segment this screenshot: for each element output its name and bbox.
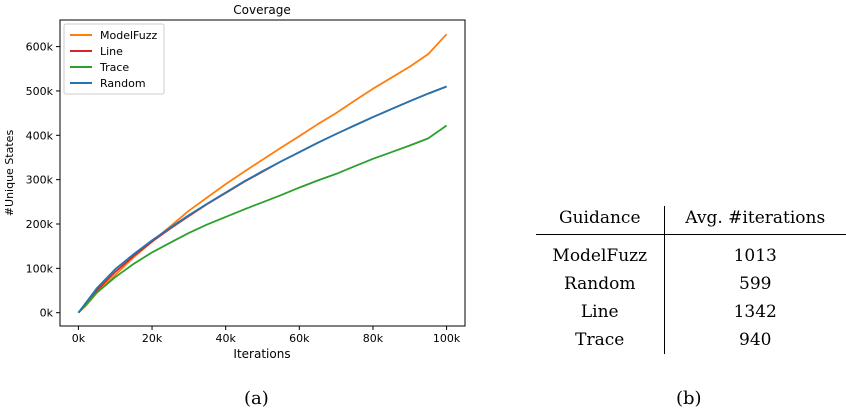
table-cell-guidance: ModelFuzz — [536, 234, 665, 270]
caption-a: (a) — [244, 388, 269, 409]
y-tick-label: 500k — [26, 85, 54, 98]
chart-title: Coverage — [233, 3, 291, 17]
table-cell-iterations: 940 — [739, 330, 772, 350]
table-cell-iterations: 1013 — [733, 246, 777, 266]
y-tick-label: 400k — [26, 129, 54, 142]
table-cell-guidance: Line — [536, 298, 665, 326]
table-cell-guidance: Random — [536, 270, 665, 298]
y-axis: 0k 100k 200k 300k 400k 500k 600k — [26, 41, 60, 320]
series-line-random — [77, 85, 447, 314]
legend-label-modelfuzz: ModelFuzz — [100, 29, 157, 42]
x-tick-label: 40k — [215, 332, 236, 345]
plot-frame — [59, 19, 466, 327]
x-tick-label: 60k — [289, 332, 310, 345]
legend-label-random: Random — [100, 77, 146, 90]
series-line-line — [77, 85, 447, 314]
y-tick-label: 600k — [26, 41, 54, 54]
legend-box — [63, 23, 165, 95]
table-header-row: Guidance Avg. #iterations — [536, 206, 846, 235]
table-cell-guidance: Trace — [536, 326, 665, 354]
y-axis-label: #Unique States — [3, 130, 16, 217]
table-row: ModelFuzz 1013 — [536, 234, 846, 270]
series-line-modelfuzz — [77, 33, 448, 314]
x-tick-label: 0k — [72, 332, 86, 345]
legend-label-line: Line — [100, 45, 123, 58]
y-tick-label: 300k — [26, 174, 54, 187]
caption-b: (b) — [676, 388, 702, 409]
table-cell-iterations: 1342 — [733, 302, 777, 322]
x-tick-label: 100k — [433, 332, 461, 345]
table-row: Line 1342 — [536, 298, 846, 326]
table-cell-iterations: 599 — [739, 274, 772, 294]
legend-label-trace: Trace — [99, 61, 129, 74]
column-header-guidance: Guidance — [536, 206, 665, 235]
y-tick-label: 100k — [26, 262, 54, 275]
guidance-table: Guidance Avg. #iterations ModelFuzz 1013… — [536, 206, 846, 354]
x-tick-label: 80k — [363, 332, 384, 345]
column-header-avg-iterations: Avg. #iterations — [664, 206, 846, 235]
x-tick-label: 20k — [142, 332, 163, 345]
x-axis: 0k 20k 40k 60k 80k 100k — [72, 326, 461, 345]
series-line-trace — [77, 124, 448, 314]
legend: ModelFuzz Line Trace Random — [63, 23, 165, 95]
table-row: Trace 940 — [536, 326, 846, 354]
y-tick-label: 0k — [40, 307, 54, 320]
table-row: Random 599 — [536, 270, 846, 298]
series-layer — [77, 33, 448, 314]
y-tick-label: 200k — [26, 218, 54, 231]
x-axis-label: Iterations — [233, 347, 290, 361]
